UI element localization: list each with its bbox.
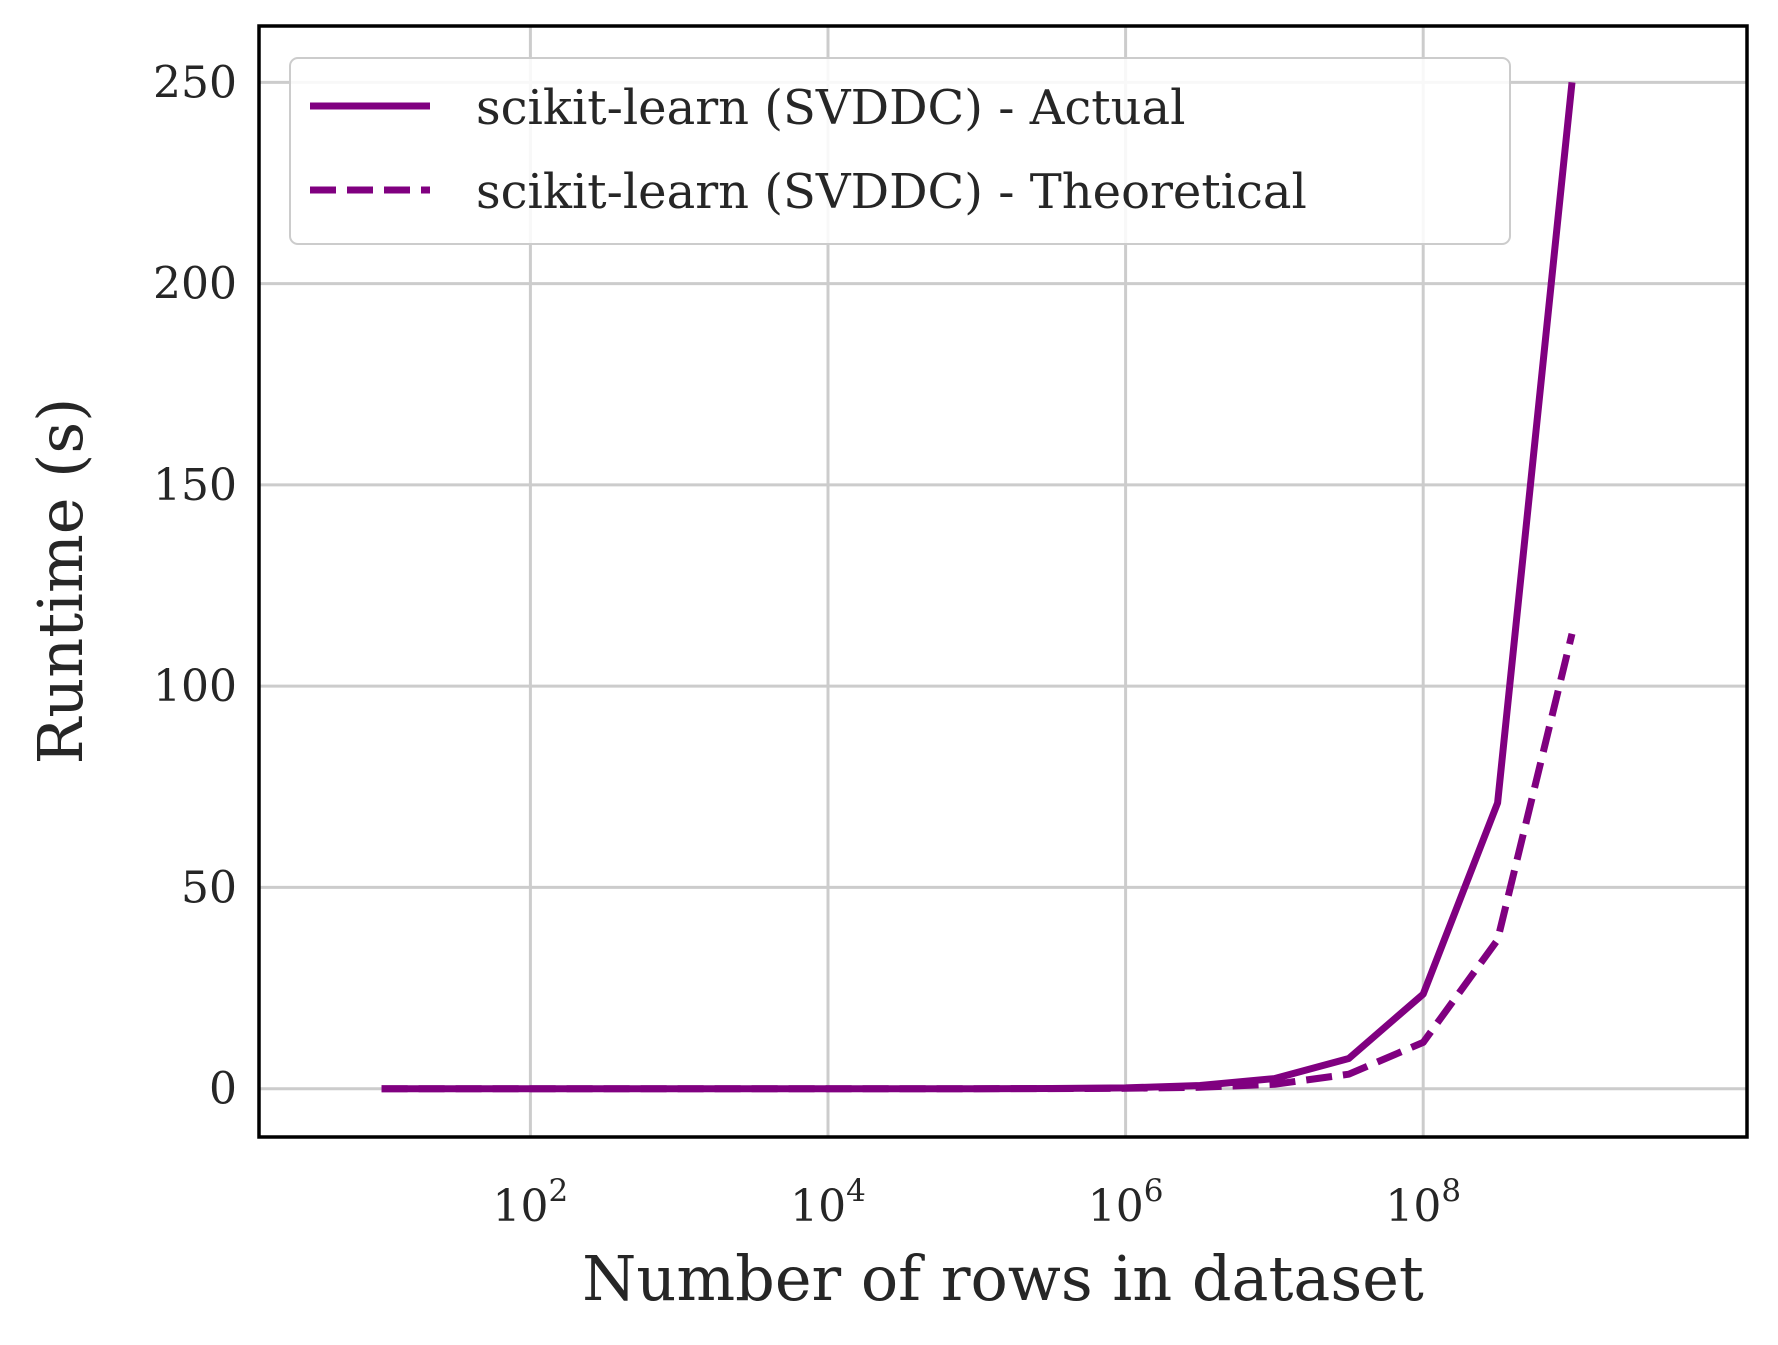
y-tick-label: 250 [153,57,237,108]
series-lines [381,82,1576,1093]
y-tick-label: 150 [153,460,237,511]
y-tick-labels: 0 50 100 150 200 250 [153,57,237,1114]
y-tick-label: 50 [181,862,237,913]
legend: scikit-learn (SVDDC) - Actual scikit-lea… [289,57,1511,245]
y-tick-label: 200 [153,259,237,310]
plot-frame [257,24,1749,1139]
y-axis-label: Runtime (s) [24,398,97,765]
x-tick-label: 102 [493,1173,569,1232]
x-tick-label: 104 [790,1173,866,1232]
x-tick-label: 106 [1088,1173,1164,1232]
legend-label-theoretical: scikit-learn (SVDDC) - Theoretical [476,164,1307,220]
legend-box [289,57,1511,245]
legend-label-actual: scikit-learn (SVDDC) - Actual [476,80,1185,136]
x-tick-label: 108 [1385,1173,1461,1232]
y-tick-label: 100 [153,661,237,712]
series-line-theoretical [381,632,1576,1093]
y-tick-label: 0 [209,1064,237,1115]
x-tick-labels: 102 104 106 108 [493,1173,1462,1232]
x-axis-label: Number of rows in dataset [582,1242,1424,1315]
